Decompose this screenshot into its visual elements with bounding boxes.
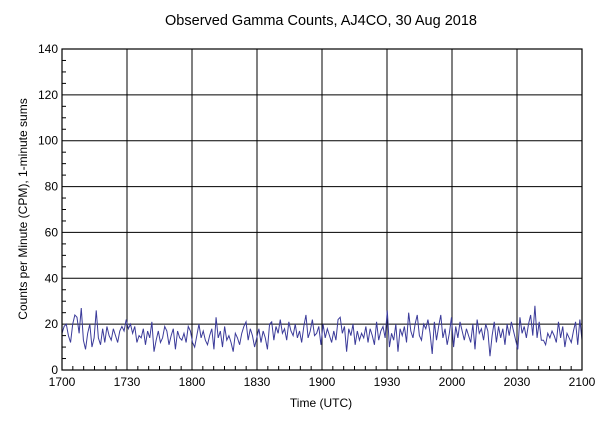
y-tick-label: 80 — [45, 180, 59, 194]
y-tick-labels: 0 20 40 60 80 100 120 140 — [38, 42, 58, 377]
x-tick-label: 2030 — [504, 375, 531, 389]
x-tick-label: 2100 — [569, 375, 596, 389]
y-axis-label: Counts per Minute (CPM), 1-minute sums — [16, 98, 30, 319]
y-tick-label: 20 — [45, 317, 59, 331]
x-tick-label: 1830 — [244, 375, 271, 389]
series-line-0 — [61, 305, 583, 357]
y-tick-label: 60 — [45, 225, 59, 239]
x-tick-label: 2000 — [439, 375, 466, 389]
x-tick-label: 1900 — [309, 375, 336, 389]
x-tick-label: 1730 — [114, 375, 141, 389]
x-tick-labels: 1700 1730 1800 1830 1900 1930 2000 2030 2100 — [49, 375, 596, 389]
y-tick-label: 40 — [45, 271, 59, 285]
chart-title: Observed Gamma Counts, AJ4CO, 30 Aug 201… — [165, 13, 477, 29]
y-tick-label: 0 — [51, 363, 58, 377]
y-tick-label: 100 — [38, 134, 58, 148]
x-axis-label: Time (UTC) — [290, 396, 352, 410]
x-tick-label: 1930 — [374, 375, 401, 389]
y-tick-label: 140 — [38, 42, 58, 56]
series-layer — [61, 305, 583, 357]
plot-border — [61, 48, 583, 371]
y-tick-label: 120 — [38, 88, 58, 102]
minor-ticks — [62, 59, 572, 370]
x-tick-label: 1800 — [179, 375, 206, 389]
x-tick-label: 1700 — [49, 375, 76, 389]
plot-frame — [61, 48, 583, 371]
